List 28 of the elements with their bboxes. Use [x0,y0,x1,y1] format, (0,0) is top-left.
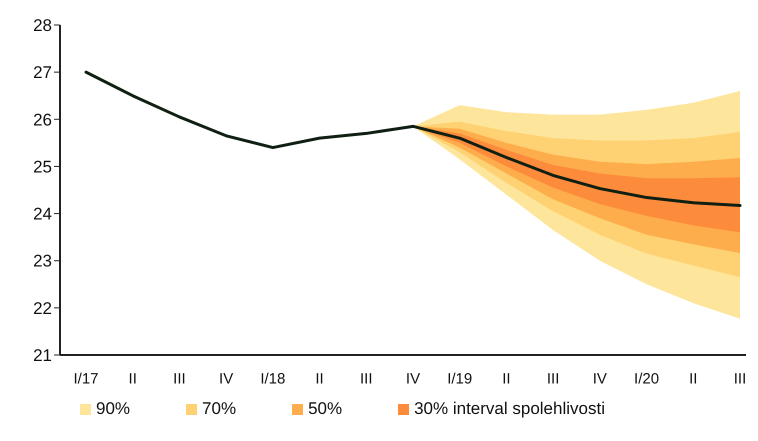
y-tick-label: 22 [33,298,52,318]
x-tick-label: III [546,370,560,388]
y-tick-label: 25 [33,157,52,176]
y-tick-label: 28 [33,16,52,36]
x-tick-label: III [734,370,746,388]
line-series [84,70,742,208]
x-tick-label: IV [406,370,420,388]
x-tick-label: I/20 [634,370,660,388]
x-tick-label: II [128,370,137,388]
y-tick-label: 21 [33,346,52,366]
x-tick-label: IV [592,370,607,388]
x-tick-label: I/17 [73,370,99,388]
x-tick-label: II [502,370,511,388]
x-tick-label: I/18 [260,370,286,388]
y-tick-label: 26 [33,110,52,130]
x-tick-label: III [173,370,186,388]
legend-label: 90% [96,399,130,419]
legend-label: 70% [202,399,236,419]
x-tick-label: I/19 [447,370,472,388]
x-tick-label: III [360,370,373,388]
x-tick-label: IV [219,370,234,388]
y-tick-label: 27 [33,63,52,82]
legend-label: 30% interval spolehlivosti [414,399,605,419]
x-tick-label: II [689,370,698,388]
y-tick-label: 23 [33,252,52,271]
y-tick-label: 24 [33,204,52,224]
x-tick-label: II [315,370,324,388]
legend-label: 50% [308,399,342,419]
